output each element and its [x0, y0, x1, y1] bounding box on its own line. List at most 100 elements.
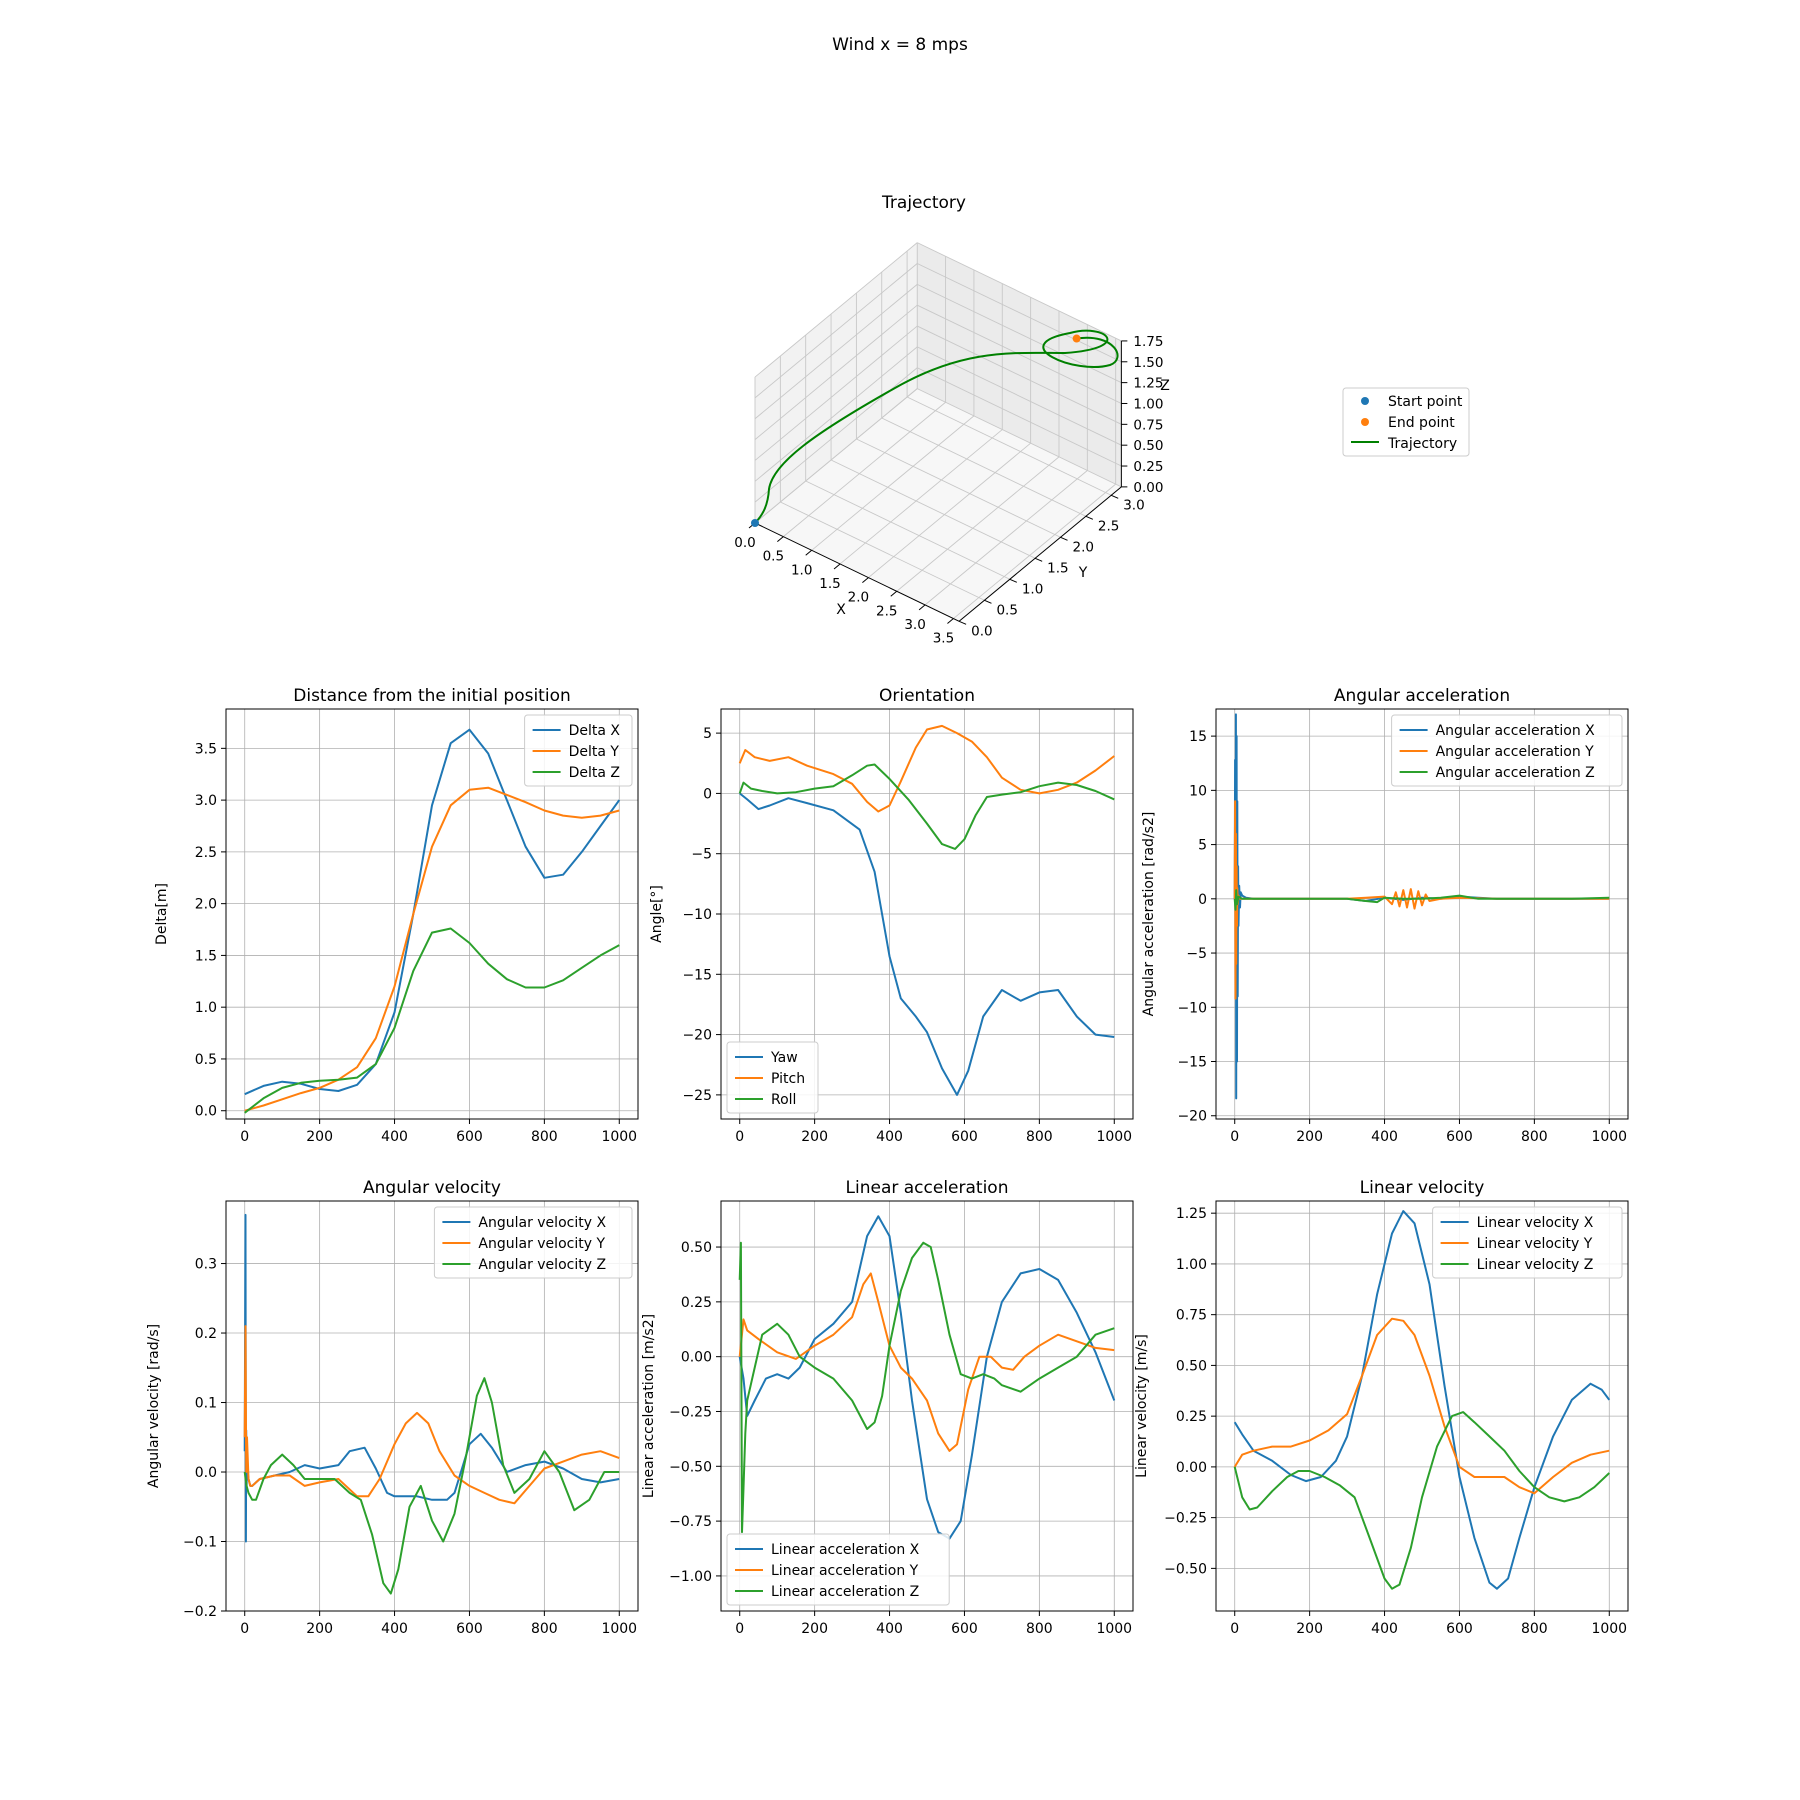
legend-end-label: End point [1388, 415, 1455, 431]
orientation-ytick-label: −10 [682, 907, 712, 923]
x-tick-label: 2.5 [876, 603, 897, 619]
angvel-ylabel: Angular velocity [rad/s] [146, 1324, 162, 1488]
linvel-ytick-label: 1.25 [1176, 1206, 1207, 1222]
distance-ytick-label: 2.0 [195, 897, 217, 913]
distance-xtick-label: 1000 [601, 1129, 637, 1145]
grid-floor-x [868, 442, 1031, 578]
orientation-series-1 [738, 724, 1115, 813]
linvel-xtick-label: 200 [1296, 1621, 1323, 1637]
distance-xtick-label: 600 [456, 1129, 483, 1145]
linacc-series-2 [738, 1241, 1115, 1534]
distance-legend-label-2: Delta Z [569, 765, 620, 781]
distance-title: Distance from the initial position [293, 686, 571, 706]
linacc-xtick-label: 0 [735, 1621, 744, 1637]
orientation-ytick-label: −25 [682, 1088, 712, 1104]
orientation-legend-label-2: Roll [771, 1092, 796, 1108]
linacc-series-0 [738, 1215, 1116, 1540]
linacc-xtick-label: 200 [801, 1621, 828, 1637]
orientation-ylabel: Angle[°] [649, 885, 665, 943]
orientation-xtick-label: 200 [801, 1129, 828, 1145]
angacc-xtick-label: 1000 [1591, 1129, 1627, 1145]
trajectory-xlabel: X [836, 602, 846, 618]
orientation-ytick-label: 0 [703, 786, 712, 802]
x-tick [947, 618, 954, 624]
subplot-panels: 0 200 400 600 800 10000.00.51.01.52.02.53.03.… [146, 686, 1629, 1637]
grid-floor-x [783, 401, 946, 537]
x-tick [777, 536, 784, 543]
angacc-legend-label-2: Angular acceleration Z [1436, 765, 1595, 781]
y-tick [1060, 536, 1068, 541]
distance-legend-label-1: Delta Y [569, 744, 620, 760]
angacc-legend-label-1: Angular acceleration Y [1436, 744, 1595, 760]
x-tick [862, 577, 869, 583]
grid-back-z [917, 367, 1122, 467]
linacc-ytick-label: 0.00 [681, 1350, 712, 1366]
x-tick [890, 590, 898, 597]
linacc-xtick-label: 800 [1026, 1621, 1053, 1637]
linvel-series-2 [1233, 1411, 1610, 1590]
grid-floor-y [805, 480, 1011, 580]
distance-xtick-label: 400 [381, 1129, 408, 1145]
angvel-ytick-label: 0.0 [195, 1465, 217, 1481]
angacc-xtick-label: 200 [1296, 1129, 1323, 1145]
angvel-series-1 [243, 1325, 620, 1505]
linvel-ytick-label: −0.50 [1164, 1561, 1207, 1577]
grid-floor-y [780, 501, 985, 601]
angacc-xtick-label: 600 [1446, 1129, 1473, 1145]
z-tick-label: 0.50 [1133, 438, 1163, 454]
orientation-series-0 [739, 792, 1115, 1096]
grid-floor-y [856, 438, 1061, 538]
distance-chart: 0 200 400 600 800 1000 0.0 0.5 1.0 1.5 2.0 2.5 3.0 3.… [154, 686, 639, 1145]
y-tick [1085, 515, 1094, 520]
distance-ytick-label: 0.5 [195, 1052, 217, 1068]
distance-ytick-label: 3.5 [195, 741, 217, 757]
angacc-frame [1215, 708, 1629, 1120]
grid-side-z [754, 325, 918, 461]
y-tick-label: 3.0 [1123, 497, 1144, 513]
linvel-ytick-label: 0.50 [1176, 1358, 1207, 1374]
y-tick-label: 2.0 [1073, 539, 1094, 555]
angacc-ytick-label: 15 [1189, 729, 1207, 745]
legend-start-label: Start point [1388, 394, 1463, 410]
linvel-legend-label-0: Linear velocity X [1477, 1215, 1594, 1231]
angvel-legend-label-1: Angular velocity Y [478, 1236, 605, 1252]
linacc-xtick-label: 400 [876, 1621, 903, 1637]
trajectory-legend: Start point End point Trajectory [1342, 387, 1470, 457]
grid-back-z [917, 325, 1122, 425]
z-tick-label: 1.25 [1133, 376, 1163, 392]
angacc-ytick-label: 10 [1189, 783, 1207, 799]
start-point-marker [751, 519, 759, 527]
trajectory-title: Trajectory [881, 193, 966, 213]
angvel-title: Angular velocity [363, 1178, 501, 1198]
angvel-ytick-label: −0.2 [183, 1604, 217, 1620]
distance-xtick-label: 800 [531, 1129, 558, 1145]
angacc-xtick-label: 400 [1371, 1129, 1398, 1145]
angacc-chart: 0 200 400 600 800 1000 15 10 5 0 −5 −10 −15 −20 Angula… [1141, 686, 1629, 1145]
grid-floor-y [830, 459, 1036, 559]
trajectory-zlabel: Z [1160, 378, 1170, 394]
angacc-ytick-label: −15 [1177, 1055, 1207, 1071]
orientation-legend-box [726, 1041, 819, 1114]
y-tick-label: 0.0 [971, 623, 992, 639]
grid-back-z [917, 242, 1122, 342]
angvel-xtick-label: 600 [456, 1621, 483, 1637]
x-tick [805, 549, 813, 556]
grid-floor-x [811, 415, 975, 551]
x-tick [833, 563, 841, 570]
angacc-legend: Angular acceleration X Angular accelerati… [1391, 714, 1623, 787]
grid-side-z [754, 304, 918, 440]
x-tick-label: 3.0 [904, 617, 925, 633]
angvel-series-2 [243, 1377, 620, 1595]
y-tick-label: 0.5 [996, 602, 1017, 618]
linvel-xtick-label: 0 [1230, 1621, 1239, 1637]
linvel-ytick-label: 1.00 [1176, 1257, 1207, 1273]
distance-series-2 [244, 927, 620, 1114]
legend-trajectory-label: Trajectory [1387, 436, 1457, 452]
y-tick [1111, 494, 1119, 499]
distance-series-0 [244, 728, 621, 1096]
linvel-ytick-label: 0.75 [1176, 1308, 1207, 1324]
trajectory-3d-plot: Trajectory 0.00.51.01.52.02.53.03.5 0.00.… [734, 193, 1170, 647]
grid-back-z [917, 263, 1122, 363]
end-point-marker [1072, 334, 1081, 343]
x-tick-label: 1.5 [819, 576, 840, 592]
